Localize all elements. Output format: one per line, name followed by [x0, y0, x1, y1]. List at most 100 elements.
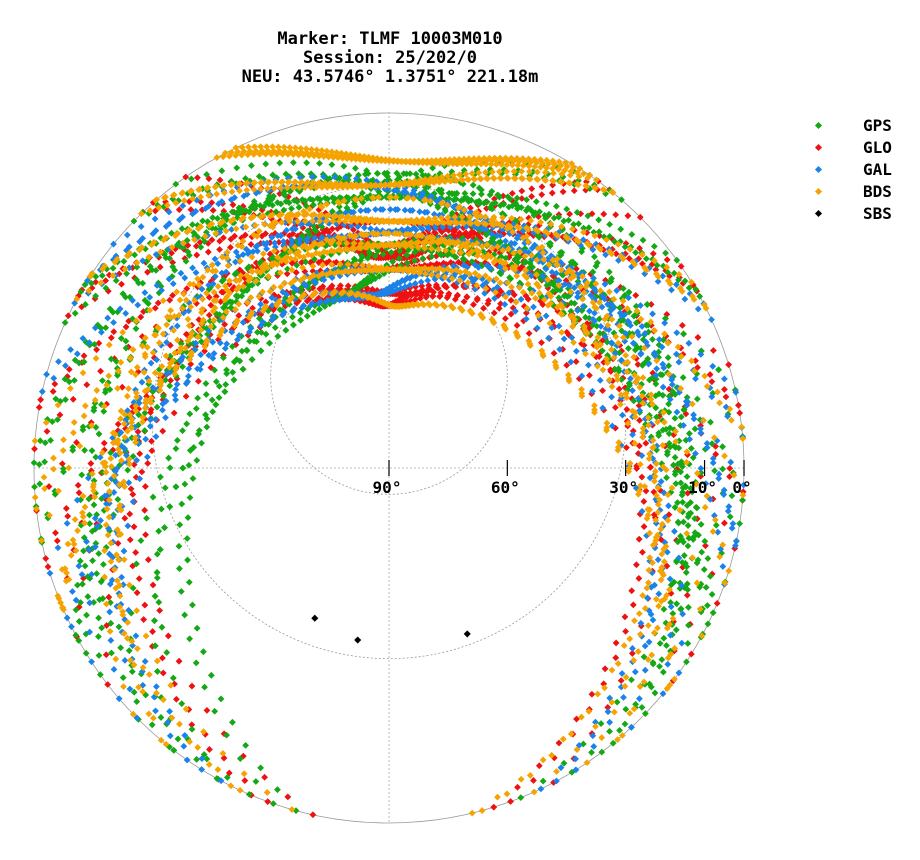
- track-point: [694, 305, 702, 313]
- track-point: [98, 328, 105, 336]
- track-point: [608, 339, 615, 347]
- track-point: [143, 453, 151, 461]
- track-point: [347, 222, 355, 230]
- track-point: [659, 383, 667, 391]
- track-point: [436, 292, 444, 300]
- track-point: [417, 167, 425, 174]
- track-point: [241, 231, 249, 239]
- track-point: [198, 338, 205, 346]
- track-point: [351, 202, 359, 210]
- track-point: [337, 282, 344, 290]
- track-point: [470, 301, 477, 308]
- track-point: [293, 299, 301, 307]
- track-point: [107, 619, 115, 627]
- track-point: [86, 599, 94, 607]
- track-point: [725, 567, 733, 575]
- track-point: [152, 707, 159, 715]
- track-point: [216, 176, 224, 184]
- track-point: [193, 456, 201, 464]
- track-point: [71, 516, 79, 523]
- track-point: [200, 259, 208, 267]
- track-point: [141, 506, 149, 514]
- track-point: [162, 376, 169, 384]
- track-point: [192, 242, 200, 250]
- track-point: [722, 393, 730, 401]
- track-point: [372, 206, 379, 213]
- track-point: [197, 360, 205, 368]
- track-point: [63, 614, 71, 622]
- track-point: [548, 189, 556, 197]
- track-point: [252, 259, 260, 267]
- track-point: [680, 406, 688, 414]
- track-point: [716, 399, 723, 407]
- track-point: [703, 440, 711, 447]
- track-point: [40, 473, 48, 481]
- track-point: [672, 626, 680, 634]
- track-point: [530, 777, 537, 784]
- track-point: [63, 519, 71, 527]
- track-point: [138, 468, 146, 476]
- satellite-tracks: [30, 143, 747, 819]
- track-point: [677, 262, 685, 270]
- track-point: [199, 217, 207, 225]
- track-point: [257, 764, 265, 772]
- track-point: [280, 318, 288, 326]
- track-point: [173, 380, 181, 388]
- track-point: [566, 210, 574, 218]
- track-point: [74, 581, 81, 589]
- track-point: [289, 313, 296, 321]
- track-point: [195, 377, 202, 385]
- track-point: [124, 522, 132, 530]
- track-point: [227, 244, 234, 251]
- track-point: [241, 777, 249, 784]
- track-point: [84, 593, 92, 600]
- track-point: [517, 794, 525, 802]
- track-point: [229, 201, 237, 209]
- track-point: [141, 658, 149, 665]
- track-point: [606, 727, 613, 735]
- track-point: [177, 588, 185, 595]
- track-point: [513, 202, 521, 210]
- track-point: [592, 262, 600, 270]
- track-point: [701, 537, 709, 545]
- track-point: [79, 423, 87, 431]
- track-point: [113, 358, 120, 365]
- track-point: [732, 388, 740, 396]
- track-point: [650, 242, 658, 250]
- track-point: [274, 332, 282, 340]
- track-point: [704, 602, 711, 609]
- track-point: [542, 214, 549, 222]
- title-marker: Marker: TLMF 10003M010: [277, 29, 503, 49]
- track-point: [166, 707, 173, 715]
- track-point: [62, 396, 69, 403]
- track-point: [175, 206, 183, 214]
- track-point: [637, 302, 644, 309]
- track-point: [632, 291, 640, 299]
- track-point: [98, 272, 106, 279]
- track-point: [44, 563, 52, 571]
- track-point: [93, 387, 101, 394]
- track-point: [478, 186, 485, 194]
- track-point: [81, 562, 89, 570]
- track-point: [671, 453, 679, 461]
- track-point: [658, 656, 666, 664]
- track-point: [660, 336, 667, 344]
- track-point: [680, 518, 687, 526]
- track-point: [119, 674, 127, 682]
- track-point: [629, 601, 637, 609]
- track-point: [401, 206, 409, 214]
- track-point: [269, 201, 276, 209]
- track-point: [133, 698, 141, 706]
- track-point: [665, 362, 673, 370]
- track-point: [151, 617, 158, 625]
- track-point: [373, 170, 381, 177]
- track-point: [497, 300, 504, 308]
- track-point: [211, 366, 218, 374]
- track-point: [257, 347, 265, 355]
- track-point: [617, 376, 625, 383]
- track-point: [469, 181, 477, 189]
- track-point: [480, 304, 487, 312]
- track-point: [285, 199, 293, 207]
- track-point: [679, 374, 687, 381]
- track-point: [187, 175, 195, 183]
